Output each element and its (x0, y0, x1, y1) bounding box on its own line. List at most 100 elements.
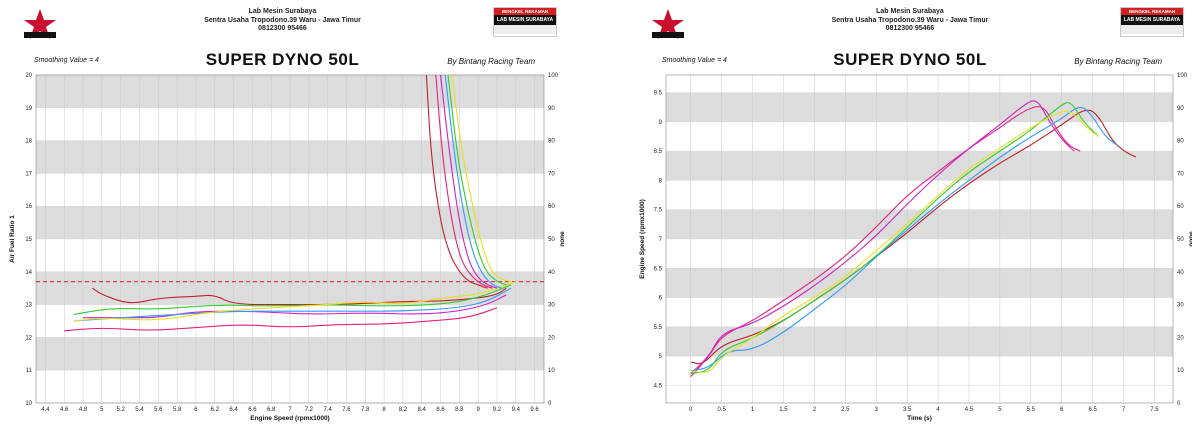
y-tick-label: 14 (25, 270, 32, 276)
grid-band (666, 209, 1173, 239)
x-tick-label: 8 (382, 407, 386, 413)
series-line-3 (690, 100, 1075, 375)
y-tick-label: 5.5 (654, 325, 663, 331)
y-axis-label: Air Fuel Ratio 1 (9, 215, 16, 263)
x-tick-label: 7 (1122, 407, 1126, 413)
x-tick-label: 4.4 (41, 407, 50, 413)
lab-address: Sentra Usaha Tropodono.39 Waru - Jawa Ti… (831, 16, 989, 24)
x-tick-label: 7 (288, 407, 292, 413)
x-tick-label: 0.5 (717, 407, 726, 413)
x-tick-label: 5.2 (116, 407, 125, 413)
badge-contact-strip (494, 25, 556, 34)
y2-tick-label: 50 (1177, 237, 1184, 243)
badge-top-text: BENGKEL REKAMAN (1121, 8, 1183, 15)
y2-tick-label: 100 (548, 73, 559, 79)
series-line-6 (73, 281, 516, 322)
series-line-10 (444, 75, 502, 289)
chart-title: SUPER DYNO 50L (833, 50, 987, 69)
dyno-panel-afr: Lab Mesin Surabaya Sentra Usaha Tropodon… (0, 0, 565, 427)
y2-tick-label: 80 (548, 139, 555, 145)
x-axis-label: Time (s) (907, 415, 932, 422)
y-tick-label: 7.5 (654, 208, 663, 214)
x-tick-label: 4.6 (60, 407, 69, 413)
y-tick-label: 16 (25, 204, 32, 210)
y-tick-label: 11 (26, 368, 33, 374)
y2-tick-label: 80 (1177, 139, 1184, 145)
plot-frame (665, 74, 1174, 404)
x-tick-label: 9.6 (530, 407, 539, 413)
lab-name: Lab Mesin Surabaya (248, 8, 317, 15)
x-tick-label: 5.6 (154, 407, 163, 413)
afr-chart: 4.4 4.6 4.8 5 5.2 5.4 5.6 5.8 6 6.2 6.4 6.6 6.8 7 7.2 7… (9, 73, 565, 422)
y-tick-label: 9.5 (654, 91, 663, 97)
y-tick-label: 5 (659, 354, 663, 360)
bintang-star-logo-icon (24, 9, 56, 39)
x-tick-label: 5.8 (173, 407, 182, 413)
y2-tick-label: 10 (548, 368, 555, 374)
y-tick-label: 8 (659, 178, 663, 184)
x-tick-label: 6.2 (211, 407, 220, 413)
lab-phone: 0812300 95466 (258, 25, 307, 32)
y-tick-label: 8.5 (654, 149, 663, 155)
grid-band (666, 268, 1173, 298)
y-tick-label: 9 (659, 120, 663, 126)
plot-frame (35, 74, 545, 404)
y2-tick-label: 70 (1177, 171, 1184, 177)
x-tick-label: 6 (194, 407, 198, 413)
y-tick-label: 12 (25, 335, 32, 341)
x-tick-label: 5 (998, 407, 1002, 413)
series-line-4 (73, 287, 512, 322)
series-line-4 (690, 107, 1118, 372)
lab-header: Lab Mesin Surabaya Sentra Usaha Tropodon… (0, 8, 565, 34)
y2-tick-label: 60 (548, 204, 555, 210)
x-tick-label: 2 (813, 407, 817, 413)
badge-main-text: LAB MESIN SURABAYA (494, 15, 556, 25)
chart-title: SUPER DYNO 50L (205, 50, 360, 69)
y-tick-label: 17 (25, 171, 32, 177)
series-line-2 (690, 106, 1081, 378)
y2-tick-label: 20 (548, 335, 555, 341)
y2-tick-label: 30 (548, 303, 555, 309)
y2-tick-label: 30 (1177, 303, 1184, 309)
x-tick-label: 8.6 (436, 407, 445, 413)
y-tick-label: 13 (25, 303, 32, 309)
series-line-5 (73, 284, 512, 315)
y2-tick-label: 20 (1177, 335, 1184, 341)
x-tick-label: 2.5 (841, 407, 850, 413)
badge-contact-strip (1121, 25, 1183, 34)
x-tick-label: 3 (875, 407, 879, 413)
y-tick-label: 4.5 (654, 383, 663, 389)
y2-tick-label: 100 (1177, 73, 1188, 79)
lab-address: Sentra Usaha Tropodono.39 Waru - Jawa Ti… (204, 16, 361, 24)
x-tick-label: 6.6 (248, 407, 257, 413)
x-tick-label: 4.5 (965, 407, 974, 413)
x-tick-label: 5.4 (135, 407, 144, 413)
series-line-8 (435, 75, 493, 289)
bintang-star-logo-icon (652, 9, 684, 39)
lab-name: Lab Mesin Surabaya (876, 8, 944, 15)
x-tick-label: 1.5 (779, 407, 788, 413)
grid-band (666, 151, 1173, 181)
team-credit: By Bintang Racing Team (447, 57, 535, 66)
x-tick-label: 7.4 (323, 407, 332, 413)
lab-header: Lab Mesin Surabaya Sentra Usaha Tropodon… (628, 8, 1192, 34)
x-tick-label: 7.6 (342, 407, 351, 413)
y-tick-label: 19 (25, 106, 32, 112)
y2-tick-label: 60 (1177, 204, 1184, 210)
series-line-9 (439, 75, 498, 289)
x-tick-label: 7.2 (305, 407, 314, 413)
y2-tick-label: 0 (1177, 401, 1181, 407)
y2-tick-label: 40 (1177, 270, 1184, 276)
y2-axis-label: none (1188, 231, 1192, 247)
rpm-chart: 0 0.5 1 1.5 2 2.5 3 3.5 4 4.5 5 5.5 6 6.5 7 7.5 4.5 5 5.5 6… (639, 73, 1192, 422)
x-tick-label: 9 (476, 407, 480, 413)
series-line-7 (425, 75, 488, 289)
x-tick-label: 1 (751, 407, 755, 413)
series-line-2 (64, 307, 498, 332)
y-tick-label: 6 (659, 296, 663, 302)
y-tick-label: 10 (25, 401, 32, 407)
x-tick-label: 4 (936, 407, 940, 413)
x-tick-label: 4.8 (79, 407, 88, 413)
x-tick-label: 6.5 (1088, 407, 1097, 413)
x-tick-label: 8.4 (418, 407, 427, 413)
